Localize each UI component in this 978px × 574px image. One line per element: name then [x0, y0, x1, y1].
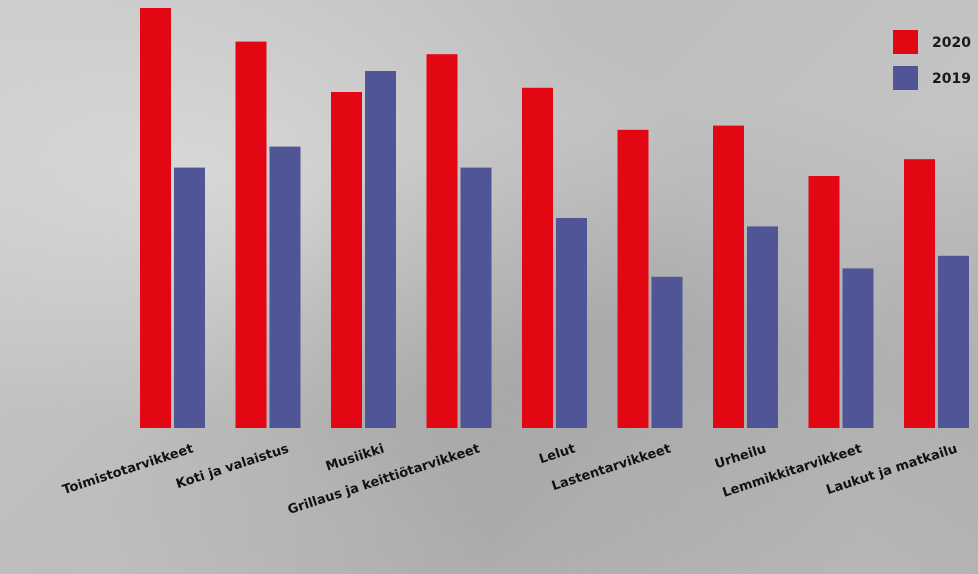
legend: 2020 2019: [893, 30, 971, 90]
legend-label-2019: 2019: [932, 71, 971, 87]
bar-2019-grillaus-ja-keittiotarvikkeet: [460, 167, 492, 428]
category-label-musiikki: Musiikki: [324, 442, 386, 475]
legend-label-2020: 2020: [932, 35, 971, 51]
bar-2019-koti-ja-valaistus: [269, 146, 301, 428]
category-label-toimistotarvikkeet: Toimistotarvikkeet: [61, 442, 195, 498]
bar-2020-lastentarvikkeet: [617, 129, 649, 429]
bars-group: [140, 8, 969, 429]
bar-2020-toimistotarvikkeet: [140, 8, 171, 428]
legend-swatch-2020: [893, 30, 918, 54]
bar-2020-grillaus-ja-keittiotarvikkeet: [426, 54, 458, 428]
bar-2020-musiikki: [331, 92, 362, 428]
bar-2019-lelut: [556, 218, 587, 428]
bar-2019-lemmikkitarvikkeet: [842, 268, 874, 428]
bar-2020-urheilu: [713, 125, 744, 428]
bar-2020-koti-ja-valaistus: [235, 41, 267, 428]
bar-2020-laukut-ja-matkailu: [904, 159, 935, 428]
bar-2019-toimistotarvikkeet: [174, 167, 205, 428]
bar-2019-urheilu: [747, 226, 778, 428]
bar-2019-lastentarvikkeet: [651, 276, 683, 428]
category-label-lelut: Lelut: [537, 442, 577, 468]
bar-2020-lelut: [522, 87, 553, 429]
legend-swatch-2019: [893, 66, 918, 90]
category-label-urheilu: Urheilu: [713, 442, 768, 473]
bar-2019-musiikki: [365, 71, 396, 428]
bar-2019-laukut-ja-matkailu: [938, 255, 969, 428]
bar-2020-lemmikkitarvikkeet: [808, 176, 840, 428]
